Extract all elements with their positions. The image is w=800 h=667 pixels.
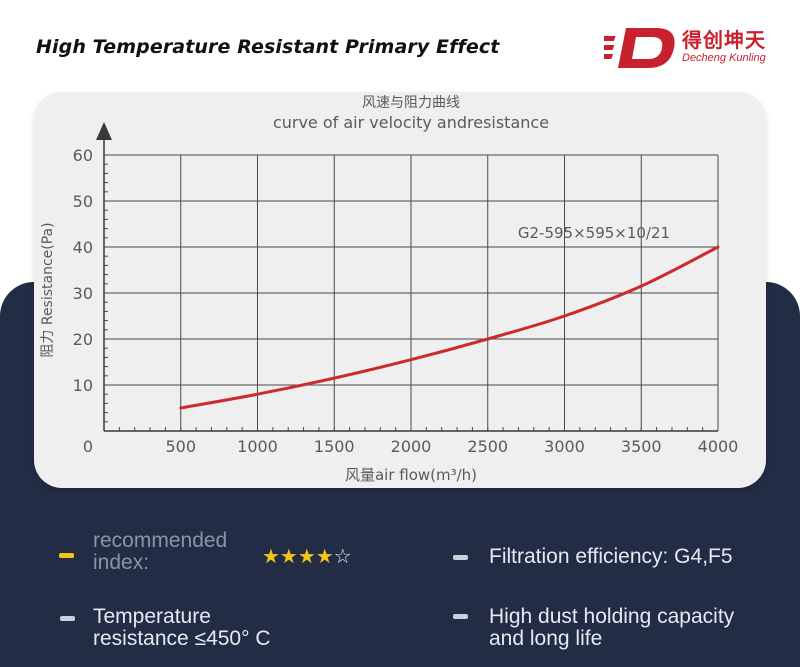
resistance-chart: 风速与阻力曲线 curve of air velocity andresista…: [40, 95, 739, 484]
empty-star: ☆: [333, 544, 352, 568]
recommended-label-line1: recommended: [93, 529, 228, 552]
y-tick-label: 30: [73, 284, 93, 303]
recommended-label: recommended index:: [93, 530, 227, 574]
rating-stars: ★★★★☆: [262, 544, 352, 568]
x-tick-label: 1500: [314, 437, 355, 456]
efficiency-bullet-icon: [453, 555, 468, 560]
logo-mark-icon: [604, 28, 675, 68]
filled-stars: ★★★★: [262, 544, 334, 568]
x-tick-label: 0: [83, 437, 93, 456]
temperature-line2: resistance ≤450° C: [93, 627, 271, 650]
recommended-bullet-icon: [59, 553, 74, 558]
series-label: G2-595×595×10/21: [518, 224, 670, 242]
dust-line1: High dust holding capacity: [489, 605, 735, 628]
logo-chinese-text: 得创坤天: [682, 28, 766, 52]
series-line: [179, 245, 720, 410]
chart-grid: [104, 154, 719, 431]
chart-axes: [96, 122, 718, 432]
chart-series: [179, 245, 720, 410]
y-axis-label: 阻力 Resistance(Pa): [40, 222, 56, 357]
x-tick-label: 1000: [237, 437, 278, 456]
chart-card: [34, 92, 766, 488]
temperature-bullet-icon: [60, 616, 75, 621]
x-tick-label: 3500: [621, 437, 662, 456]
temperature-line1: Temperature: [93, 605, 211, 628]
recommended-label-line2: index:: [93, 551, 150, 574]
y-tick-label: 20: [73, 330, 93, 349]
brand-logo: 得创坤天 Decheng Kunling: [604, 22, 784, 72]
x-tick-label: 4000: [698, 437, 739, 456]
y-axis-arrow-icon: [96, 122, 112, 140]
dust-bullet-icon: [453, 614, 468, 619]
dust-line2: and long life: [489, 627, 603, 650]
y-tick-label: 10: [73, 376, 93, 395]
x-tick-label: 500: [165, 437, 196, 456]
y-tick-label: 40: [73, 238, 93, 257]
page-title: High Temperature Resistant Primary Effec…: [36, 36, 500, 58]
x-tick-label: 3000: [544, 437, 585, 456]
x-axis-label: 风量air flow(m³/h): [345, 466, 477, 484]
x-tick-label: 2000: [391, 437, 432, 456]
chart-subtitle: curve of air velocity andresistance: [273, 113, 549, 132]
chart-ticks: 0 500 1000 1500 2000 2500 3000 3500 4000 10 20 30 40…: [73, 146, 739, 456]
x-tick-label: 2500: [467, 437, 508, 456]
dust-capacity: High dust holding capacity and long life: [489, 606, 734, 650]
filtration-efficiency: Filtration efficiency: G4,F5: [489, 545, 733, 568]
y-tick-label: 50: [73, 192, 93, 211]
chart-title: 风速与阻力曲线: [362, 95, 460, 111]
logo-english-text: Decheng Kunling: [682, 52, 766, 64]
temperature-resistance: Temperature resistance ≤450° C: [93, 606, 271, 650]
y-tick-label: 60: [73, 146, 93, 165]
